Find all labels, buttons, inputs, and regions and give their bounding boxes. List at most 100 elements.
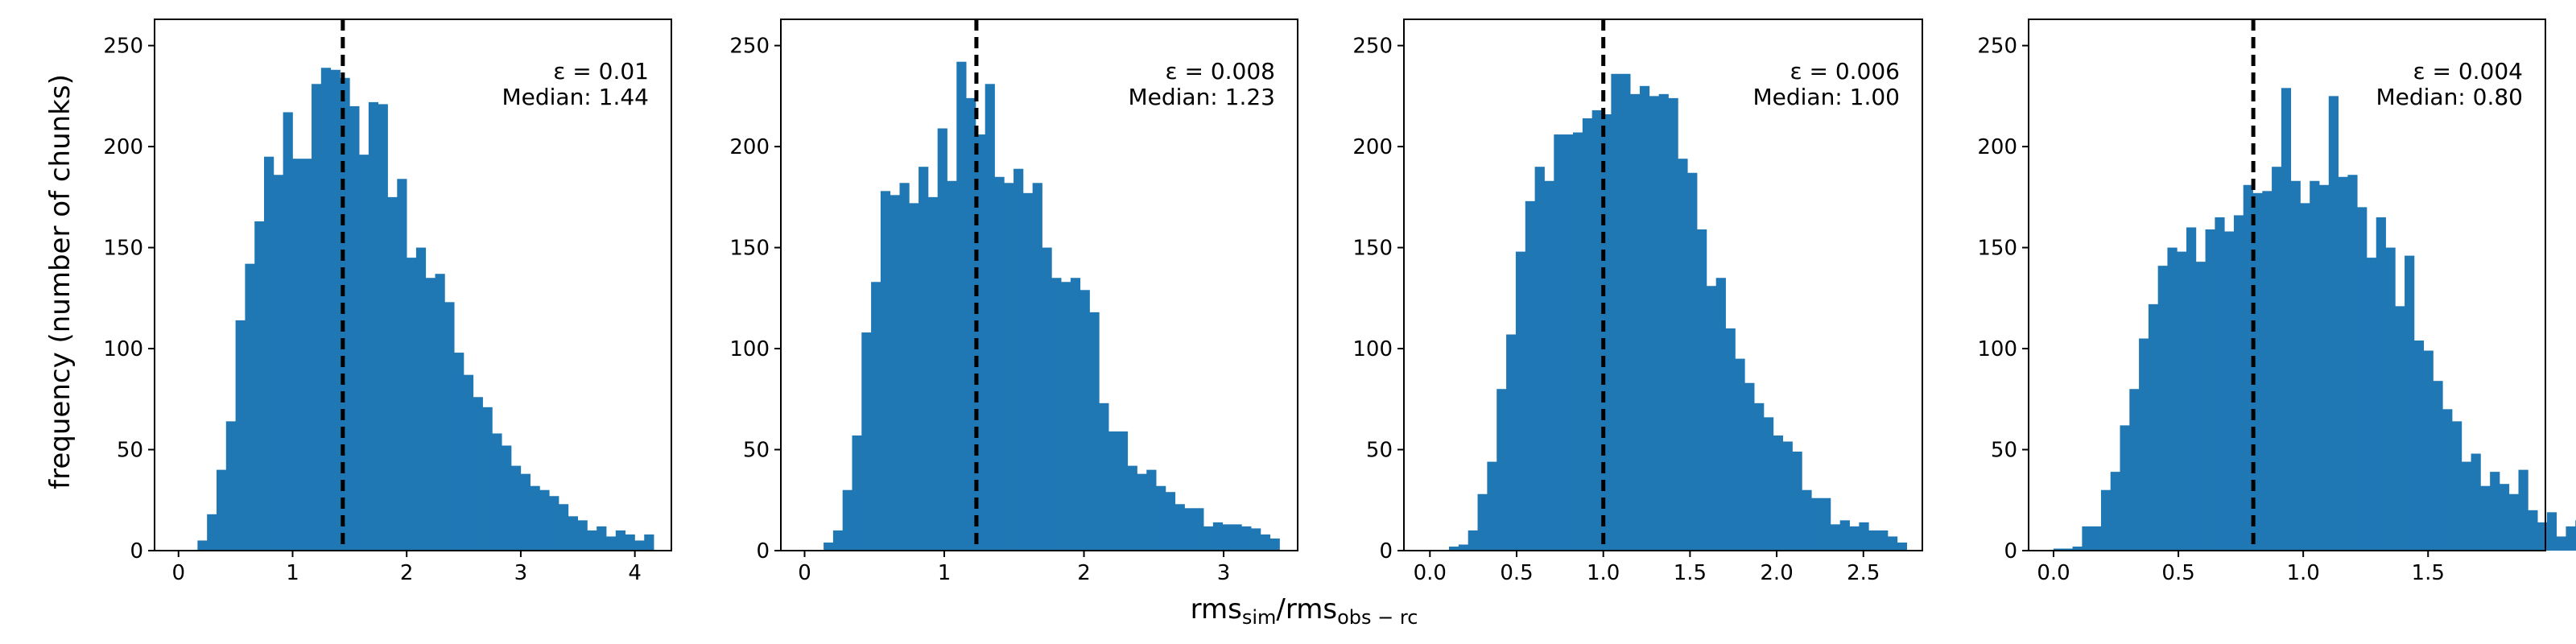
histogram-bar: [425, 278, 436, 551]
histogram-bar: [634, 540, 645, 551]
histogram-bar: [415, 247, 427, 551]
histogram-bar: [1156, 485, 1166, 551]
histogram-bar: [1515, 251, 1526, 551]
histogram-bar: [1089, 312, 1100, 551]
histogram-bar: [397, 179, 407, 551]
histogram-bar: [1260, 534, 1271, 551]
histogram-bar: [2215, 217, 2225, 551]
histogram-bar: [1506, 334, 1517, 551]
y-tick-label: 100: [103, 337, 143, 361]
epsilon-annotation: ε = 0.008: [1165, 58, 1275, 85]
histogram-bar: [587, 530, 597, 551]
y-tick-label: 200: [1977, 135, 2017, 159]
axes-frame: [1403, 19, 1923, 551]
y-tick-label: 50: [1991, 439, 2017, 463]
histogram-bar: [2243, 184, 2253, 551]
histogram-bar: [919, 167, 929, 551]
histogram-bar: [330, 69, 341, 551]
y-tick-label: 250: [103, 35, 143, 59]
histogram-bar: [1887, 536, 1898, 551]
x-tick-label: 1.0: [1587, 561, 1620, 585]
histogram-bar: [1821, 497, 1831, 551]
histogram-bar: [2347, 175, 2358, 551]
histogram-bar: [368, 101, 379, 551]
median-annotation: Median: 1.23: [1128, 84, 1275, 110]
histogram-bar: [2357, 207, 2368, 551]
histogram-bar: [349, 105, 360, 551]
y-tick-label: 250: [1352, 35, 1393, 59]
histogram-bar: [2167, 247, 2178, 551]
histogram-bar: [1013, 168, 1024, 551]
histogram-bar: [824, 542, 834, 551]
histogram-bar: [2423, 350, 2434, 551]
y-tick-label: 150: [1352, 237, 1393, 261]
y-tick-label: 200: [103, 135, 143, 159]
histogram-bar: [2328, 96, 2339, 551]
y-tick-label: 250: [1977, 35, 2017, 59]
histogram-bar: [1042, 247, 1052, 551]
histogram-bar: [1754, 402, 1765, 551]
y-tick-label: 150: [1977, 237, 2017, 261]
histogram-bar: [937, 128, 947, 551]
x-tick-label: 1.0: [2286, 561, 2319, 585]
histogram-bar: [530, 485, 540, 551]
histogram-bar: [520, 473, 530, 551]
histogram-bar: [302, 159, 312, 551]
histogram-bar: [502, 445, 512, 551]
histogram-bar: [225, 421, 236, 551]
histogram-bar: [1849, 526, 1860, 551]
x-tick-label: 0.5: [1500, 561, 1533, 585]
histogram-bar: [312, 84, 322, 551]
histogram-bar: [1611, 73, 1621, 551]
x-tick-label: 0.0: [2037, 561, 2070, 585]
y-tick-label: 0: [2004, 539, 2017, 564]
bars-group: [2054, 88, 2576, 551]
histogram-bar: [197, 540, 208, 551]
histogram-bar: [2062, 548, 2073, 551]
y-tick-label: 50: [117, 439, 143, 463]
histogram-bar: [435, 274, 445, 551]
histogram-bar: [1649, 96, 1660, 551]
histogram-bar: [606, 536, 617, 551]
x-tick-label: 1.5: [1674, 561, 1707, 585]
histogram-bar: [1269, 538, 1280, 551]
histogram-bar: [1222, 524, 1232, 551]
x-tick-label: 2: [400, 561, 414, 585]
histogram-bar: [1839, 520, 1850, 551]
histogram-bar: [510, 465, 522, 551]
histogram-bar: [1174, 504, 1185, 551]
histogram-bar: [1137, 473, 1147, 551]
histogram-bar: [1868, 530, 1879, 551]
histogram-bar: [463, 374, 474, 551]
histogram-bar: [2177, 251, 2187, 551]
histogram-bar: [444, 302, 455, 551]
histogram-bar: [2120, 425, 2130, 551]
histogram-bar: [909, 203, 919, 551]
histogram-bar: [1449, 546, 1459, 551]
bars-group: [824, 61, 1280, 551]
histogram-bar: [264, 156, 275, 551]
histogram-bar: [1830, 524, 1841, 551]
histogram-bar: [1811, 497, 1822, 551]
epsilon-annotation: ε = 0.006: [1790, 58, 1900, 85]
histogram-bar: [2224, 231, 2235, 551]
median-annotation: Median: 1.44: [502, 84, 649, 110]
histogram-bar: [2405, 255, 2415, 551]
histogram-bar: [2319, 184, 2330, 551]
histogram-bar: [1554, 134, 1564, 551]
histogram-bar: [1004, 183, 1014, 551]
y-tick-label: 0: [130, 539, 143, 564]
histogram-bar: [842, 489, 852, 551]
histogram-bar: [1802, 489, 1812, 551]
histogram-bar: [2072, 546, 2083, 551]
y-tick-label: 100: [1977, 337, 2017, 361]
x-tick-label: 4: [628, 561, 642, 585]
histogram-bar: [2546, 512, 2557, 551]
x-tick-label: 1: [286, 561, 299, 585]
histogram-bar: [2442, 409, 2453, 551]
histogram-bar: [539, 489, 550, 551]
y-tick-label: 200: [1352, 135, 1393, 159]
axes-frame: [154, 19, 672, 551]
histogram-bar: [2129, 389, 2140, 551]
